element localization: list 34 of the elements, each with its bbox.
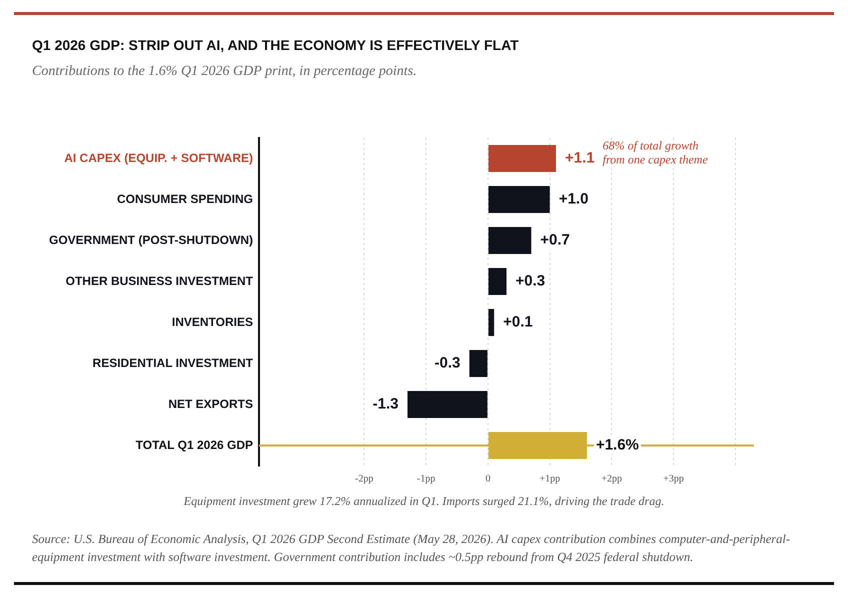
y-tick-label: GOVERNMENT (POST-SHUTDOWN) <box>49 232 253 247</box>
y-tick-label: INVENTORIES <box>172 314 253 329</box>
x-tick-label: 0 <box>485 474 490 485</box>
x-tick-label: -2pp <box>355 474 374 485</box>
chart-title: Q1 2026 GDP: STRIP OUT AI, AND THE ECONOMY IS EFFECTIVELY FLAT <box>32 37 519 53</box>
bar <box>408 390 488 418</box>
y-tick-label: TOTAL Q1 2026 GDP <box>136 438 253 452</box>
bar <box>488 308 494 336</box>
y-tick-label: CONSUMER SPENDING <box>116 192 253 206</box>
annotation: 68% of total growth from one capex theme <box>602 138 708 167</box>
x-tick-label: +1pp <box>539 474 560 485</box>
data-label: -1.3 <box>372 396 399 413</box>
x-tick-label: +3pp <box>663 474 684 485</box>
y-tick-label: OTHER BUSINESS INVESTMENT <box>66 274 254 288</box>
y-tick-label: NET EXPORTS <box>168 396 253 411</box>
text: Equipment investment grew 17.2% annualized in Q1. Imports surged 21.1%, driving the trade drag. <box>182 494 666 509</box>
x-tick-label: +2pp <box>601 474 622 485</box>
bar <box>488 268 506 296</box>
bar <box>469 350 488 378</box>
data-label: +0.7 <box>540 232 570 249</box>
chart-subtitle: Contributions to the 1.6% Q1 2026 GDP print, in percentage points. <box>32 64 417 80</box>
data-label: +1.1 <box>565 150 595 167</box>
source-note: Source: U.S. Bureau of Economic Analysis, Q1 2026 GDP Second Estimate (May 28, 2026). AI capex contribution combines computer-and-peripheral-equipment investment with software investment. Government contribution includes ~0.5pp rebound from Q4 2025 federal shutdown. <box>32 531 792 566</box>
y-tick-label: AI CAPEX (EQUIP. + SOFTWARE) <box>64 150 253 165</box>
bar <box>488 144 556 172</box>
data-label: -0.3 <box>434 354 460 372</box>
x-tick-label: -1pp <box>416 474 436 485</box>
data-label: +0.1 <box>503 314 533 331</box>
bar <box>488 226 532 254</box>
data-label: +1.0 <box>558 190 588 208</box>
data-label: +1.6% <box>596 436 639 454</box>
bar <box>488 186 550 214</box>
data-label: +0.3 <box>516 272 546 290</box>
y-tick-label: RESIDENTIAL INVESTMENT <box>92 356 254 370</box>
